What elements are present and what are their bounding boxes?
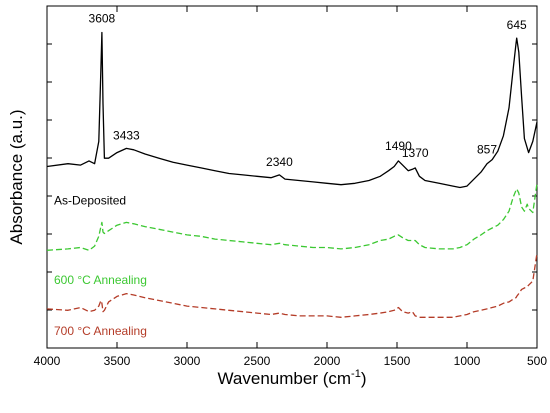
series-labels: As-Deposited 600 °C Annealing 700 °C Annea…	[54, 193, 147, 338]
x-axis-title-end: )	[361, 369, 367, 388]
annotation-3608: 3608	[89, 12, 116, 26]
annotation-2340: 2340	[266, 155, 293, 169]
series-line-2	[46, 183, 538, 251]
annotation-645: 645	[507, 18, 527, 32]
y-axis-title: Absorbance (a.u.)	[7, 109, 26, 244]
x-tick-label: 2000	[314, 354, 341, 368]
x-tick-label: 1000	[454, 354, 481, 368]
series-line-1	[46, 31, 538, 189]
x-tick-label: 3000	[174, 354, 201, 368]
x-tick-label: 3500	[104, 354, 131, 368]
series-label-2: 600 °C Annealing	[54, 273, 147, 287]
x-axis-title-sup: -1	[351, 368, 361, 380]
series-label-3: 700 °C Annealing	[54, 324, 147, 338]
x-axis-title-text: Wavenumber (cm	[218, 369, 352, 388]
annotation-1490: 1490	[385, 139, 412, 153]
annotation-3433: 3433	[113, 128, 140, 142]
x-tick-label: 2500	[244, 354, 271, 368]
series-layer	[46, 31, 538, 318]
annotation-1370: 1370	[402, 146, 429, 160]
plot-frame	[46, 5, 538, 349]
x-tick-label: 1500	[384, 354, 411, 368]
x-axis-title: Wavenumber (cm-1)	[218, 368, 367, 388]
x-tick-label: 500	[527, 354, 547, 368]
annotation-857: 857	[477, 143, 497, 157]
series-label-1: As-Deposited	[54, 193, 126, 207]
axis-ticks: 4000 3500 3000 2500 2000 1500 1000 500	[34, 6, 547, 368]
x-tick-label: 4000	[34, 354, 61, 368]
